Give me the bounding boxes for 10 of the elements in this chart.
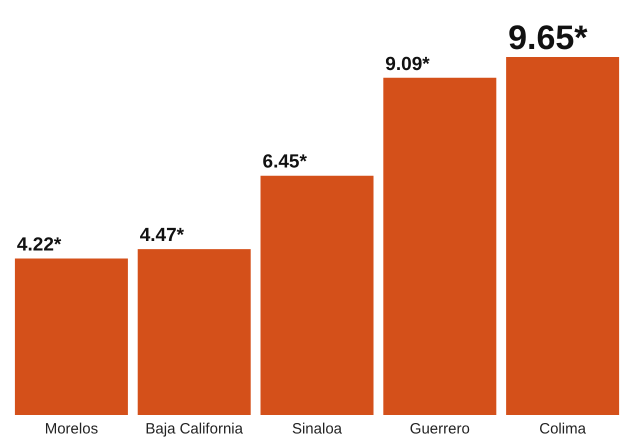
x-tick-label: Colima: [539, 420, 587, 438]
data-label: 9.09*: [385, 54, 430, 75]
data-label: 9.65*: [508, 19, 588, 57]
data-label: 4.22*: [16, 234, 62, 256]
x-tick-label: Sinaloa: [292, 420, 343, 438]
x-tick-label: Guerrero: [410, 420, 470, 438]
x-tick-label: Morelos: [44, 420, 98, 438]
data-label: 6.45*: [262, 152, 308, 173]
data-label: 4.47*: [140, 225, 185, 246]
x-tick-label: Baja California: [145, 420, 244, 438]
